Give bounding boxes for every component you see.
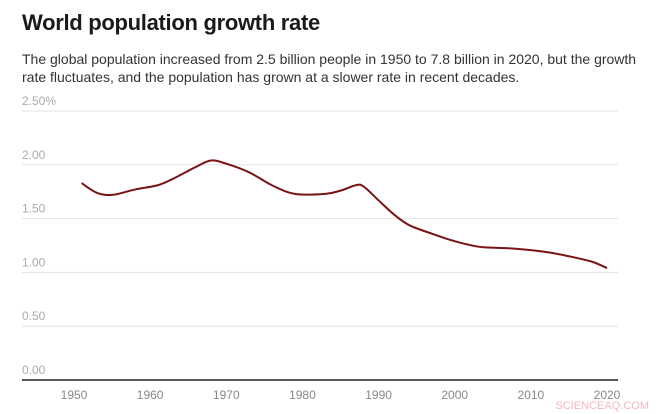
x-tick-label: 1950 bbox=[61, 388, 88, 402]
chart-title: World population growth rate bbox=[22, 10, 320, 35]
series-line bbox=[81, 159, 608, 270]
x-tick-label: 1990 bbox=[365, 388, 392, 402]
watermark: SCIENCEAQ.COM bbox=[555, 400, 649, 412]
x-tick-label: 1980 bbox=[289, 388, 316, 402]
y-tick-label: 1.00 bbox=[22, 255, 46, 269]
y-tick-label: 1.50 bbox=[22, 202, 46, 216]
x-tick-label: 1960 bbox=[137, 388, 164, 402]
x-tick-label: 2000 bbox=[441, 388, 468, 402]
y-tick-label: 2.00 bbox=[22, 148, 46, 162]
x-tick-label: 2010 bbox=[518, 388, 545, 402]
x-tick-label: 2020 bbox=[594, 388, 621, 402]
y-tick-label: 0.50 bbox=[22, 309, 46, 323]
y-tick-label: 2.50% bbox=[22, 94, 56, 108]
x-tick-label: 1970 bbox=[213, 388, 240, 402]
chart-subtitle: The global population increased from 2.5… bbox=[22, 51, 637, 85]
y-tick-label: 0.00 bbox=[22, 363, 46, 377]
